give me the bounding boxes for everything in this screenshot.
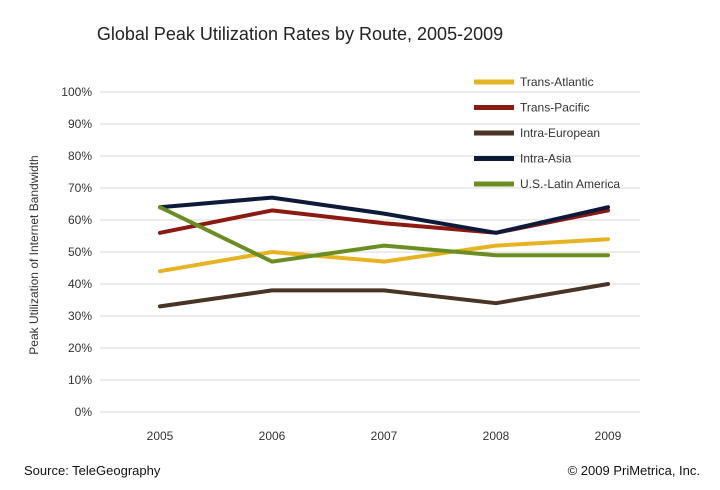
legend-label: Intra-Asia	[520, 152, 572, 166]
legend-label: U.S.-Latin America	[520, 177, 620, 191]
y-tick-label: 0%	[75, 405, 93, 419]
x-tick-label: 2008	[483, 429, 510, 443]
y-tick-label: 40%	[68, 277, 92, 291]
series-line-u-s-latin-america	[158, 205, 610, 264]
x-tick-label: 2007	[371, 429, 398, 443]
legend-label: Trans-Pacific	[520, 101, 590, 115]
y-tick-label: 100%	[61, 85, 92, 99]
y-axis-label: Peak Utilization of Internet Bandwidth	[27, 155, 41, 354]
y-tick-label: 20%	[68, 341, 92, 355]
y-tick-label: 80%	[68, 149, 92, 163]
legend-label: Intra-European	[520, 126, 600, 140]
x-tick-label: 2005	[147, 429, 174, 443]
x-axis-ticks: 2005 2006 2007 2008 2009	[147, 429, 622, 443]
series	[158, 195, 610, 309]
y-axis-ticks: 0% 10% 20% 30% 40% 50% 60% 70% 80% 90% 100%	[61, 85, 92, 419]
series-line-trans-atlantic	[158, 237, 610, 274]
source-note: Source: TeleGeography	[24, 463, 161, 478]
copyright-note: © 2009 PriMetrica, Inc.	[568, 463, 700, 478]
x-tick-label: 2009	[595, 429, 622, 443]
series-line-intra-asia	[158, 195, 610, 235]
x-tick-label: 2006	[259, 429, 286, 443]
legend: Trans-Atlantic Trans-Pacific Intra-Europea…	[474, 75, 620, 191]
y-tick-label: 30%	[68, 309, 92, 323]
y-tick-label: 70%	[68, 181, 92, 195]
series-line-intra-european	[158, 282, 610, 309]
legend-label: Trans-Atlantic	[520, 75, 594, 89]
y-tick-label: 60%	[68, 213, 92, 227]
y-tick-label: 90%	[68, 117, 92, 131]
chart-title: Global Peak Utilization Rates by Route, …	[97, 24, 503, 44]
grid	[100, 91, 640, 413]
y-tick-label: 10%	[68, 373, 92, 387]
y-tick-label: 50%	[68, 245, 92, 259]
